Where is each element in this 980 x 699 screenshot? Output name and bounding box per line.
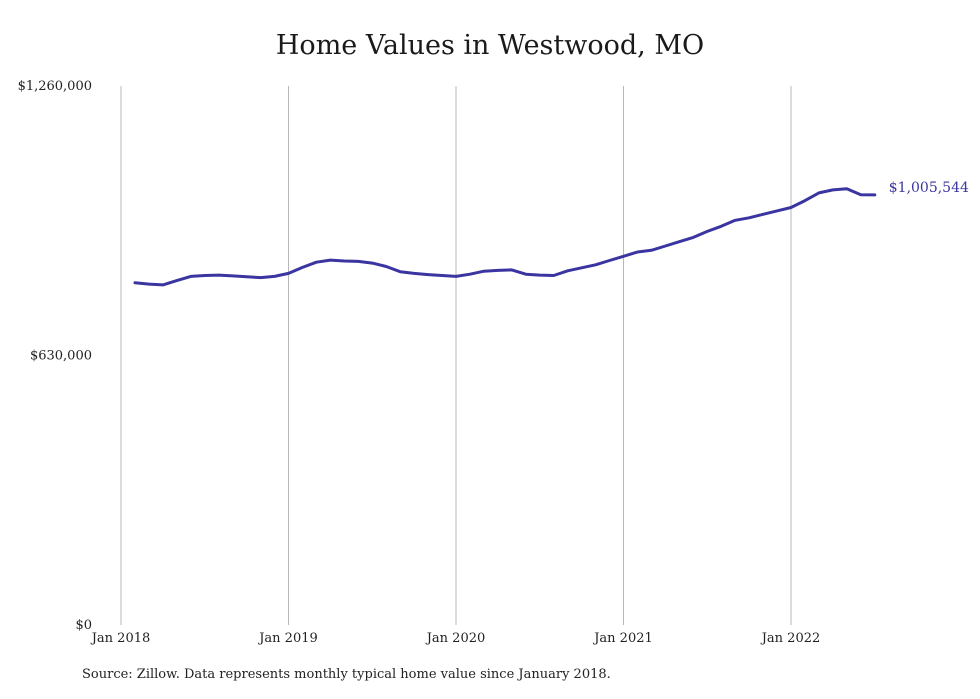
source-note: Source: Zillow. Data represents monthly … <box>82 667 611 682</box>
x-tick-label: Jan 2021 <box>592 631 653 646</box>
x-tick-label: Jan 2019 <box>257 631 318 646</box>
series-line <box>133 187 877 287</box>
x-tick-label: Jan 2020 <box>425 631 486 646</box>
y-tick-label: $0 <box>75 618 92 633</box>
y-tick-label: $630,000 <box>30 349 92 364</box>
x-tick-label: Jan 2022 <box>760 631 821 646</box>
chart-title: Home Values in Westwood, MO <box>275 30 705 61</box>
y-tick-label: $1,260,000 <box>18 79 92 94</box>
end-value-label: $1,005,544 <box>889 180 969 196</box>
x-tick-label: Jan 2018 <box>90 631 151 646</box>
